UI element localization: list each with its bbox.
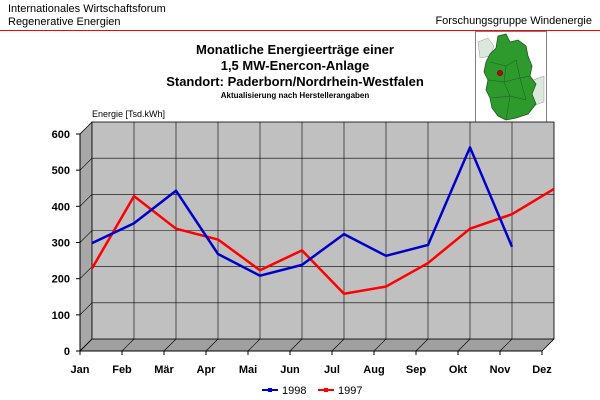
header-left: Internationales Wirtschaftsforum Regener… [8, 3, 166, 29]
plot-floor [79, 338, 555, 352]
plot-area [79, 121, 555, 352]
y-axis-label: Energie [Tsd.kWh] [92, 109, 165, 119]
gridline-floor [247, 338, 261, 352]
header-divider [0, 30, 600, 31]
x-tick-label: Mai [239, 364, 257, 376]
chart-title-block: Monatliche Energieerträge einer 1,5 MW-E… [120, 42, 470, 101]
gridline-floor [205, 338, 219, 352]
gridline-floor [499, 338, 513, 352]
x-tick-label: Aug [363, 364, 384, 376]
map-germany-shape [483, 33, 537, 121]
x-tick-label: Sep [406, 364, 426, 376]
y-axis-ticks: 0 100 200 300 400 500 600 [52, 129, 80, 358]
legend: 1998 1997 [262, 385, 362, 397]
gridline-floor [457, 338, 471, 352]
gridline-floor [163, 338, 177, 352]
germany-map-icon [475, 31, 547, 125]
legend-label-1997: 1997 [338, 385, 362, 397]
gridline-floor [541, 338, 555, 352]
x-tick-label: Feb [112, 364, 132, 376]
y-tick-label: 100 [52, 310, 70, 322]
x-tick-label: Jan [71, 364, 90, 376]
legend-marker-1997 [324, 388, 328, 392]
chart-title-line3: Standort: Paderborn/Nordrhein-Westfalen [166, 74, 424, 89]
legend-marker-1998 [268, 388, 272, 392]
x-tick-label: Apr [197, 364, 217, 376]
x-tick-label: Jun [280, 364, 300, 376]
gridline-floor [373, 338, 387, 352]
y-tick-label: 200 [52, 274, 70, 286]
map-neighbor-shape [477, 37, 495, 59]
chart-title: Monatliche Energieerträge einer [196, 42, 394, 57]
series-lines [90, 146, 555, 296]
map-state-borders [487, 59, 531, 121]
x-tick-label: Nov [490, 364, 512, 376]
header-right: Forschungsgruppe Windenergie [435, 15, 592, 27]
y-tick-label: 0 [64, 346, 70, 358]
y-tick-label: 600 [52, 129, 70, 141]
x-tick-label: Jul [324, 364, 340, 376]
map-location-marker [497, 70, 503, 76]
header-org-line2: Regenerative Energien [8, 16, 121, 28]
gridline-floor [289, 338, 303, 352]
y-tick-label: 300 [52, 238, 70, 250]
y-tick-label: 500 [52, 165, 70, 177]
x-tick-label: Mär [154, 364, 174, 376]
chart-subtitle: Aktualisierung nach Herstellerangaben [220, 91, 370, 100]
x-axis-ticks: Jan Feb Mär Apr Mai Jun Jul Aug Sep Okt Nov Dez [71, 351, 552, 376]
header-org-line1: Internationales Wirtschaftsforum [8, 3, 166, 15]
gridline-floor [331, 338, 345, 352]
chart-title-line2: 1,5 MW-Enercon-Anlage [220, 58, 370, 73]
germany-map-svg [476, 32, 546, 124]
series-line-1997 [90, 187, 555, 296]
x-tick-label: Okt [449, 364, 468, 376]
gridline-floor [415, 338, 429, 352]
gridline-floor [121, 338, 135, 352]
gridline-floor [79, 338, 93, 352]
x-tick-label: Dez [532, 364, 552, 376]
legend-label-1998: 1998 [282, 385, 306, 397]
y-tick-label: 400 [52, 201, 70, 213]
series-line-1998 [91, 146, 514, 277]
